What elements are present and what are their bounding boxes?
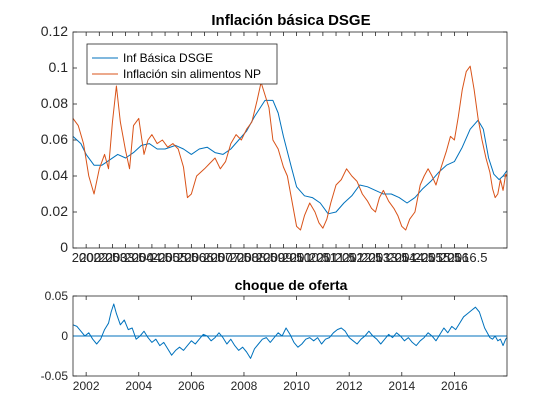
bottom-x-axis: 2002 2004 2006 2008 2010 2012 2014 2016: [73, 296, 468, 393]
x-tick-label: 2006: [178, 379, 205, 393]
y-tick-label: 0: [60, 239, 68, 255]
x-tick-label: 2009.5: [264, 250, 304, 265]
x-tick-label: 2008: [230, 250, 259, 265]
bottom-series-lines: [72, 303, 508, 359]
bottom-chart-title: choque de oferta: [235, 277, 348, 293]
x-tick-label: 2016: [441, 379, 468, 393]
x-tick-label: 2015.5: [421, 250, 461, 265]
x-tick-label: 2003: [98, 250, 127, 265]
x-tick-label: 2013.5: [369, 250, 409, 265]
x-tick-label: 2014: [388, 379, 415, 393]
x-tick-label: 2004: [124, 250, 153, 265]
x-tick-label: 2014: [387, 250, 416, 265]
x-tick-label: 2005.5: [158, 250, 198, 265]
legend-label-inflacion-sin-alimentos: Inflación sin alimentos NP: [123, 67, 261, 81]
x-tick-label: 2003.5: [106, 250, 146, 265]
x-tick-label: 2004.5: [132, 250, 172, 265]
x-tick-label: 2006: [177, 250, 206, 265]
x-tick-label: 2011.5: [317, 250, 356, 265]
y-tick-label: 0.05: [45, 289, 69, 303]
top-y-axis: 0 0.02 0.04 0.06 0.08 0.1 0.12: [41, 23, 507, 255]
x-tick-label: 2007: [203, 250, 232, 265]
legend: Inf Básica DSGE Inflación sin alimentos …: [86, 43, 278, 85]
series-line-1: [72, 65, 508, 231]
x-tick-label: 2006.5: [185, 250, 225, 265]
x-tick-label: 2002.5: [79, 250, 119, 265]
bottom-axes-frame: [72, 295, 508, 377]
x-tick-label: 2012: [335, 250, 364, 265]
x-tick-label: 2012: [336, 379, 363, 393]
x-tick-label: 2008: [231, 379, 258, 393]
y-tick-label: 0.02: [41, 203, 68, 219]
legend-label-inf-basica: Inf Básica DSGE: [123, 51, 213, 65]
top-x-axis: 20022002.520032003.520042004.520052005.5…: [72, 32, 488, 265]
x-tick-label: 2016.5: [448, 250, 488, 265]
top-chart-title: Inflación básica DSGE: [211, 12, 370, 29]
bottom-axes: choque de oferta -0.05 0 0.05 2002 2004 2006…: [41, 277, 508, 393]
x-tick-label: 2010.5: [290, 250, 330, 265]
y-tick-label: -0.05: [41, 369, 69, 383]
x-tick-label: 2014.5: [395, 250, 435, 265]
y-tick-label: 0.08: [41, 95, 68, 111]
y-tick-label: 0.12: [41, 23, 68, 39]
x-tick-label: 2002: [73, 379, 100, 393]
x-tick-label: 2015: [414, 250, 443, 265]
x-tick-label: 2013: [361, 250, 390, 265]
x-tick-label: 2010: [283, 379, 310, 393]
legend-box: [86, 43, 278, 85]
x-tick-label: 2004: [125, 379, 152, 393]
y-tick-label: 0: [61, 329, 68, 343]
x-tick-label: 2005: [151, 250, 180, 265]
x-tick-label: 2011: [309, 250, 337, 265]
top-axes: Inflación básica DSGE 00.020.040.060.080…: [41, 12, 508, 265]
x-tick-label: 2008.5: [237, 250, 277, 265]
x-tick-label: 2010: [282, 250, 311, 265]
x-tick-label: 2016: [440, 250, 469, 265]
y-tick-label: 0.04: [41, 167, 68, 183]
x-tick-label: 2012.5: [342, 250, 382, 265]
y-tick-label: 0.06: [41, 131, 68, 147]
series-line-0: [72, 303, 508, 359]
y-tick-label: 0.1: [49, 59, 69, 75]
x-tick-label: 2007.5: [211, 250, 251, 265]
top-axes-frame: [72, 31, 508, 249]
top-series-lines: [72, 65, 508, 231]
x-tick-label: 2002: [72, 250, 101, 265]
x-tick-label: 2009: [256, 250, 285, 265]
